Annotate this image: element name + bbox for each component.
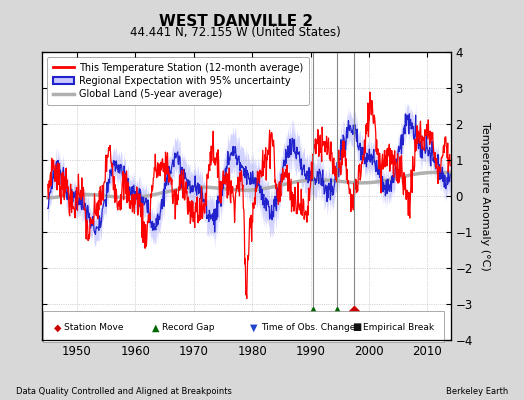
Text: Station Move: Station Move <box>64 323 124 332</box>
Text: WEST DANVILLE 2: WEST DANVILLE 2 <box>159 14 313 29</box>
Text: ▲: ▲ <box>152 322 160 332</box>
Text: Time of Obs. Change: Time of Obs. Change <box>260 323 355 332</box>
Text: ◆: ◆ <box>54 322 62 332</box>
Text: ▼: ▼ <box>250 322 258 332</box>
FancyBboxPatch shape <box>43 311 444 342</box>
Text: Data Quality Controlled and Aligned at Breakpoints: Data Quality Controlled and Aligned at B… <box>16 387 232 396</box>
Legend: This Temperature Station (12-month average), Regional Expectation with 95% uncer: This Temperature Station (12-month avera… <box>47 57 309 105</box>
Text: 44.441 N, 72.155 W (United States): 44.441 N, 72.155 W (United States) <box>130 26 341 39</box>
Text: Empirical Break: Empirical Break <box>363 323 434 332</box>
Text: Berkeley Earth: Berkeley Earth <box>446 387 508 396</box>
Text: ■: ■ <box>353 322 362 332</box>
Text: Record Gap: Record Gap <box>162 323 215 332</box>
Y-axis label: Temperature Anomaly (°C): Temperature Anomaly (°C) <box>479 122 489 270</box>
